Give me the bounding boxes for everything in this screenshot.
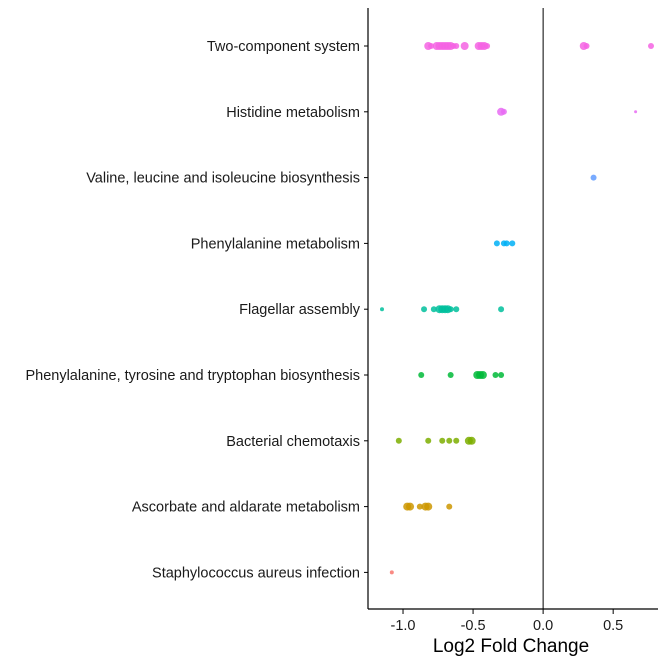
data-point — [503, 240, 510, 247]
data-point — [634, 110, 638, 114]
x-axis-title: Log2 Fold Change — [433, 636, 589, 657]
data-point — [380, 307, 385, 312]
data-point — [498, 372, 505, 378]
data-point — [492, 372, 499, 378]
y-axis-ticks — [364, 45, 368, 573]
data-point — [453, 306, 460, 313]
data-point — [424, 502, 433, 511]
data-point — [590, 174, 597, 181]
data-point — [416, 503, 423, 510]
category-label: Staphylococcus aureus infection — [152, 565, 360, 581]
data-point — [439, 437, 446, 444]
data-point — [418, 372, 425, 378]
data-point — [406, 502, 415, 511]
data-point — [447, 372, 454, 378]
data-point — [460, 42, 469, 50]
category-label: Ascorbate and aldarate metabolism — [132, 500, 360, 516]
category-label: Two-component system — [207, 39, 360, 55]
data-point — [509, 240, 516, 247]
data-point — [425, 437, 432, 444]
x-axis-ticks: -1.0 -0.5 0.0 0.5 — [391, 609, 623, 634]
category-label: Bacterial chemotaxis — [226, 434, 360, 450]
x-tick-label: -1.0 — [391, 618, 416, 634]
category-label: Phenylalanine metabolism — [191, 236, 360, 252]
x-tick-label: -0.5 — [461, 618, 486, 634]
data-point — [446, 437, 453, 444]
category-label: Flagellar assembly — [239, 302, 361, 318]
data-point — [430, 306, 437, 313]
data-points — [380, 42, 654, 575]
data-point — [493, 240, 500, 247]
category-label: Phenylalanine, tyrosine and tryptophan b… — [25, 368, 360, 384]
data-point — [421, 306, 428, 313]
data-point — [453, 437, 460, 444]
data-point — [389, 570, 394, 575]
data-point — [447, 306, 454, 313]
data-point — [647, 43, 654, 49]
category-label: Valine, leucine and isoleucine biosynthe… — [86, 171, 360, 187]
data-point — [583, 43, 590, 49]
data-point — [498, 306, 505, 313]
data-point — [467, 436, 476, 445]
data-point — [395, 437, 402, 444]
category-labels: Two-component system Histidine metabolism… — [25, 39, 360, 581]
data-point — [446, 503, 453, 510]
data-point — [428, 43, 435, 49]
x-tick-label: 0.5 — [603, 618, 623, 634]
x-tick-label: 0.0 — [533, 618, 553, 634]
data-point — [453, 43, 460, 49]
data-point — [484, 43, 491, 49]
data-point — [500, 108, 507, 115]
data-point — [478, 371, 487, 379]
category-label: Histidine metabolism — [226, 105, 360, 121]
